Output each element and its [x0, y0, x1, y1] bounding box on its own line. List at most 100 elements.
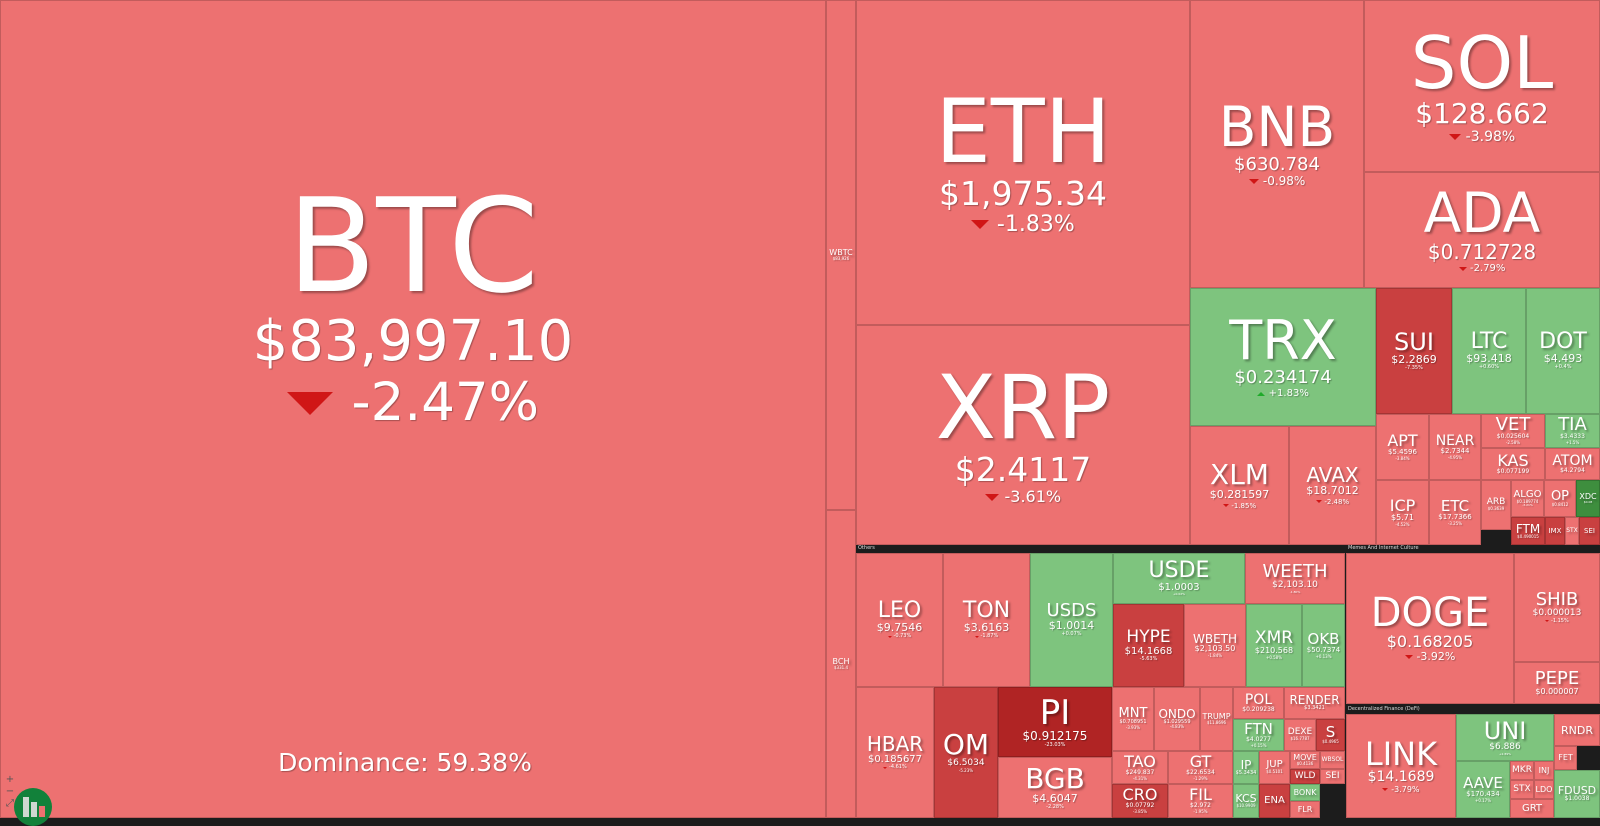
tile-tia[interactable]: TIA $3.4333 +1.5%	[1545, 414, 1600, 448]
tile-uni[interactable]: UNI $6.886 +2.89%	[1456, 714, 1554, 761]
tile-aave[interactable]: AAVE $170.434 +0.17%	[1456, 761, 1510, 818]
tile-imx[interactable]: IMX	[1545, 517, 1565, 545]
tile-jup[interactable]: JUP $0.5101	[1259, 751, 1290, 784]
tile-okb[interactable]: OKB $50.7374 +0.13%	[1302, 604, 1345, 687]
tile-mkr[interactable]: MKR	[1510, 761, 1534, 780]
change-value: -1.84%	[1207, 652, 1223, 658]
tile-stx[interactable]: STX	[1565, 517, 1579, 545]
tile-ena[interactable]: ENA	[1259, 784, 1290, 818]
tile-op[interactable]: OP $0.8412	[1544, 480, 1576, 517]
tile-kcs[interactable]: KCS $10.9909	[1233, 784, 1259, 818]
coin-price: $1.0014	[1048, 619, 1095, 633]
change-value: -7.35%	[1405, 365, 1423, 372]
coin-symbol: GT	[1189, 751, 1212, 771]
tile-tao[interactable]: TAO $249.837 -4.31%	[1112, 751, 1168, 784]
tile-sei2[interactable]: SEI	[1320, 769, 1345, 784]
tile-pi[interactable]: PI $0.912175 -23.03%	[998, 687, 1112, 757]
zoom-reset-button[interactable]: ⤢	[6, 798, 14, 809]
coin-change: +0.60%	[1479, 364, 1499, 371]
tile-wbeth[interactable]: WBETH $2,103.50 -1.84%	[1184, 604, 1246, 687]
tile-avax[interactable]: AVAX $18.7012 -2.48%	[1289, 426, 1376, 545]
coin-price: $0.4965	[1322, 739, 1339, 745]
tile-om[interactable]: OM $6.5034 -5.23%	[934, 687, 998, 818]
coin-price: $1.0038	[1564, 795, 1590, 803]
tile-sol[interactable]: SOL $128.662 -3.98%	[1364, 0, 1600, 172]
coin-price: $0.185677	[867, 754, 923, 766]
coin-change: -2.28%	[1046, 804, 1064, 811]
zoom-in-button[interactable]: +	[5, 774, 15, 785]
tile-usde[interactable]: USDE $1.0003 +0.02%	[1113, 553, 1245, 604]
tile-sei[interactable]: SEI	[1579, 517, 1600, 545]
tile-xlm[interactable]: XLM $0.281597 -1.85%	[1190, 426, 1289, 545]
tile-s[interactable]: S $0.4965	[1316, 719, 1345, 751]
coin-symbol: XRP	[935, 355, 1111, 459]
tile-algo[interactable]: ALGO $0.189774 -3.21%	[1511, 480, 1544, 517]
tile-trump[interactable]: TRUMP $11.8696	[1200, 687, 1233, 751]
tile-xrp[interactable]: XRP $2.4117 -3.61%	[856, 325, 1190, 545]
tile-gt[interactable]: GT $22.6534 -1.29%	[1168, 751, 1233, 784]
tile-render[interactable]: RENDER $3.3421	[1284, 687, 1345, 719]
tile-fil[interactable]: FIL $2.972 -1.95%	[1168, 784, 1233, 818]
tile-wbsol[interactable]: WBSOL	[1320, 751, 1345, 769]
coin-symbol: ATOM	[1552, 452, 1593, 469]
tile-etc[interactable]: ETC $17.7366 -3.25%	[1429, 480, 1481, 545]
triangle-down-icon	[1448, 134, 1461, 141]
tile-kas[interactable]: KAS $0.077199	[1481, 448, 1545, 480]
tile-hype[interactable]: HYPE $14.1668 -5.63%	[1113, 604, 1184, 687]
tile-eth[interactable]: ETH $1,975.34 -1.83%	[856, 0, 1190, 325]
tile-weeth[interactable]: WEETH $2,103.10 -1.80%	[1245, 553, 1345, 604]
coin-symbol: FDUSD	[1557, 784, 1597, 798]
tile-dexe[interactable]: DEXE $16.7787	[1284, 719, 1316, 751]
tile-wbtc[interactable]: WBTC $83,926	[826, 0, 856, 510]
tile-ondo[interactable]: ONDO $1.029559 -4.83%	[1154, 687, 1200, 751]
tile-bch[interactable]: BCH $331.4	[826, 510, 856, 818]
tile-usds[interactable]: USDS $1.0014 +0.07%	[1030, 553, 1113, 687]
zoom-out-button[interactable]: −	[5, 786, 15, 797]
tile-cro[interactable]: CRO $0.07792 -3.85%	[1112, 784, 1168, 818]
coin-change: -1.95%	[1193, 809, 1208, 815]
tile-btc[interactable]: BTC $83,997.10 -2.47%	[0, 0, 826, 818]
tile-near[interactable]: NEAR $2.7344 -4.95%	[1429, 414, 1481, 480]
tile-fet[interactable]: FET	[1554, 746, 1577, 770]
tile-ada[interactable]: ADA $0.712728 -2.79%	[1364, 172, 1600, 288]
tile-sui[interactable]: SUI $2.2869 -7.35%	[1376, 288, 1452, 414]
change-value: -4.52%	[1395, 521, 1410, 527]
tile-grt[interactable]: GRT	[1510, 799, 1554, 818]
tile-flr[interactable]: FLR	[1290, 801, 1320, 818]
change-value: -1.95%	[1193, 809, 1208, 814]
tile-bnb[interactable]: BNB $630.784 -0.98%	[1190, 0, 1364, 288]
tile-shib[interactable]: SHIB $0.000013 -1.15%	[1514, 553, 1600, 662]
tile-ip[interactable]: IP $5.3434	[1233, 751, 1259, 784]
coin-change: -3.61%	[984, 487, 1061, 506]
tile-trx[interactable]: TRX $0.234174 +1.83%	[1190, 288, 1376, 426]
tile-pol[interactable]: POL $0.209238	[1233, 687, 1284, 719]
tile-xmr[interactable]: XMR $210.568 +0.58%	[1246, 604, 1302, 687]
tile-bonk[interactable]: BONK	[1290, 784, 1320, 801]
tile-rndr[interactable]: RNDR	[1554, 714, 1600, 746]
tile-dot[interactable]: DOT $4.493 +0.4%	[1526, 288, 1600, 414]
tile-inj[interactable]: INJ	[1534, 761, 1554, 780]
tile-vet[interactable]: VET $0.025604 -2.58%	[1481, 414, 1545, 448]
tile-icp[interactable]: ICP $5.71 -4.52%	[1376, 480, 1429, 545]
tile-ftn[interactable]: FTN $4.0277 +0.15%	[1233, 719, 1284, 751]
tile-ltc[interactable]: LTC $93.418 +0.60%	[1452, 288, 1526, 414]
tile-bgb[interactable]: BGB $4.6047 -2.28%	[998, 757, 1112, 818]
tile-stx2[interactable]: STX	[1510, 780, 1534, 799]
tile-arb[interactable]: ARB $0.3639	[1481, 480, 1511, 530]
tile-pepe[interactable]: PEPE $0.000007	[1514, 662, 1600, 704]
tile-mnt[interactable]: MNT $0.708951 -3.93%	[1112, 687, 1154, 751]
tile-move[interactable]: MOVE $0.4136	[1290, 751, 1320, 769]
tile-atom[interactable]: ATOM $4.2794	[1545, 448, 1600, 480]
tile-xdc[interactable]: XDC $0.08	[1576, 480, 1600, 517]
tile-ton[interactable]: TON $3.6163 -1.87%	[943, 553, 1030, 687]
tile-ftm[interactable]: FTM $0.490015	[1511, 517, 1545, 545]
coin-price: $0.712728	[1427, 239, 1537, 264]
tile-ldo[interactable]: LDO	[1534, 780, 1554, 799]
tile-fdusd[interactable]: FDUSD $1.0038	[1554, 770, 1600, 818]
tile-link[interactable]: LINK $14.1689 -3.79%	[1346, 714, 1456, 818]
tile-hbar[interactable]: HBAR $0.185677 -4.61%	[856, 687, 934, 818]
tile-doge[interactable]: DOGE $0.168205 -3.92%	[1346, 553, 1514, 704]
tile-apt[interactable]: APT $5.4596 -3.84%	[1376, 414, 1429, 480]
tile-wld[interactable]: WLD	[1290, 769, 1320, 784]
tile-leo[interactable]: LEO $9.7546 -0.73%	[856, 553, 943, 687]
